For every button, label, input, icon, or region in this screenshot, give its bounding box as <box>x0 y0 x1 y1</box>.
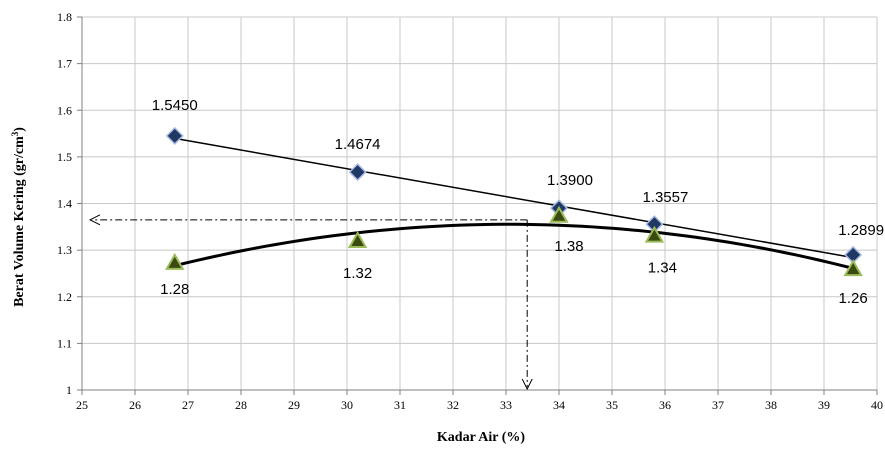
y-axis-title-main: Berat Volume Kering (gr/cm <box>12 136 27 307</box>
x-axis-title: Kadar Air (%) <box>437 430 525 445</box>
y-tick-label: 1.1 <box>57 336 72 350</box>
triangle-point <box>644 225 665 243</box>
y-axis-title-close: ) <box>12 127 27 132</box>
y-tick-label: 1.2 <box>57 290 72 304</box>
x-tick-label: 33 <box>500 398 512 412</box>
x-tick-label: 39 <box>818 398 830 412</box>
data-labels: 1.5450 1.4674 1.3900 1.3557 1.2899 1.28 1.32 1.… <box>152 97 884 307</box>
x-tick-label: 26 <box>129 398 141 412</box>
y-tick-label: 1.4 <box>57 197 72 211</box>
x-tick-label: 29 <box>288 398 300 412</box>
tick-labels: 25 26 27 28 29 30 31 32 33 34 35 36 37 38 39 40 1 1.1 1.2 1… <box>57 10 883 412</box>
y-tick-label: 1 <box>66 383 72 397</box>
data-label: 1.3557 <box>642 189 688 206</box>
data-points <box>165 126 863 277</box>
linear-trendline <box>174 137 854 259</box>
x-tick-label: 27 <box>182 398 194 412</box>
x-tick-label: 37 <box>712 398 724 412</box>
trendlines <box>174 137 854 270</box>
data-label: 1.2899 <box>838 222 884 239</box>
triangle-point <box>347 230 368 248</box>
x-tick-label: 34 <box>553 398 565 412</box>
triangle-point <box>843 259 863 277</box>
y-axis-title: Berat Volume Kering (gr/cm3) <box>10 127 27 307</box>
data-label: 1.4674 <box>335 136 381 153</box>
data-label: 1.34 <box>648 260 677 277</box>
x-tick-label: 32 <box>447 398 459 412</box>
x-tick-label: 25 <box>76 398 88 412</box>
data-label: 1.28 <box>160 281 189 298</box>
y-tick-label: 1.8 <box>57 10 72 24</box>
y-axis-title-sup: 3 <box>10 131 20 136</box>
x-tick-label: 35 <box>606 398 618 412</box>
optimum-guides <box>88 214 533 391</box>
data-label: 1.5450 <box>152 97 198 114</box>
data-label: 1.3900 <box>547 172 593 189</box>
y-tick-label: 1.5 <box>57 150 72 164</box>
axes <box>77 16 878 395</box>
x-tick-label: 28 <box>235 398 247 412</box>
vertical-guide-arrow <box>521 378 533 391</box>
x-tick-label: 31 <box>394 398 406 412</box>
data-label: 1.38 <box>554 238 583 255</box>
triangle-point <box>549 205 569 223</box>
y-tick-label: 1.7 <box>57 57 72 71</box>
data-label: 1.26 <box>839 290 868 307</box>
x-tick-label: 40 <box>871 398 883 412</box>
horizontal-guide-arrow <box>88 214 101 226</box>
data-label: 1.32 <box>343 265 372 282</box>
grid <box>81 16 878 391</box>
y-tick-label: 1.3 <box>57 243 72 257</box>
triangle-point <box>165 252 185 270</box>
diamond-point <box>348 163 367 182</box>
x-tick-label: 36 <box>659 398 671 412</box>
diamond-point <box>165 126 184 145</box>
polynomial-trendline <box>174 222 854 270</box>
x-tick-label: 38 <box>765 398 777 412</box>
y-tick-label: 1.6 <box>57 103 72 117</box>
x-tick-label: 30 <box>341 398 353 412</box>
